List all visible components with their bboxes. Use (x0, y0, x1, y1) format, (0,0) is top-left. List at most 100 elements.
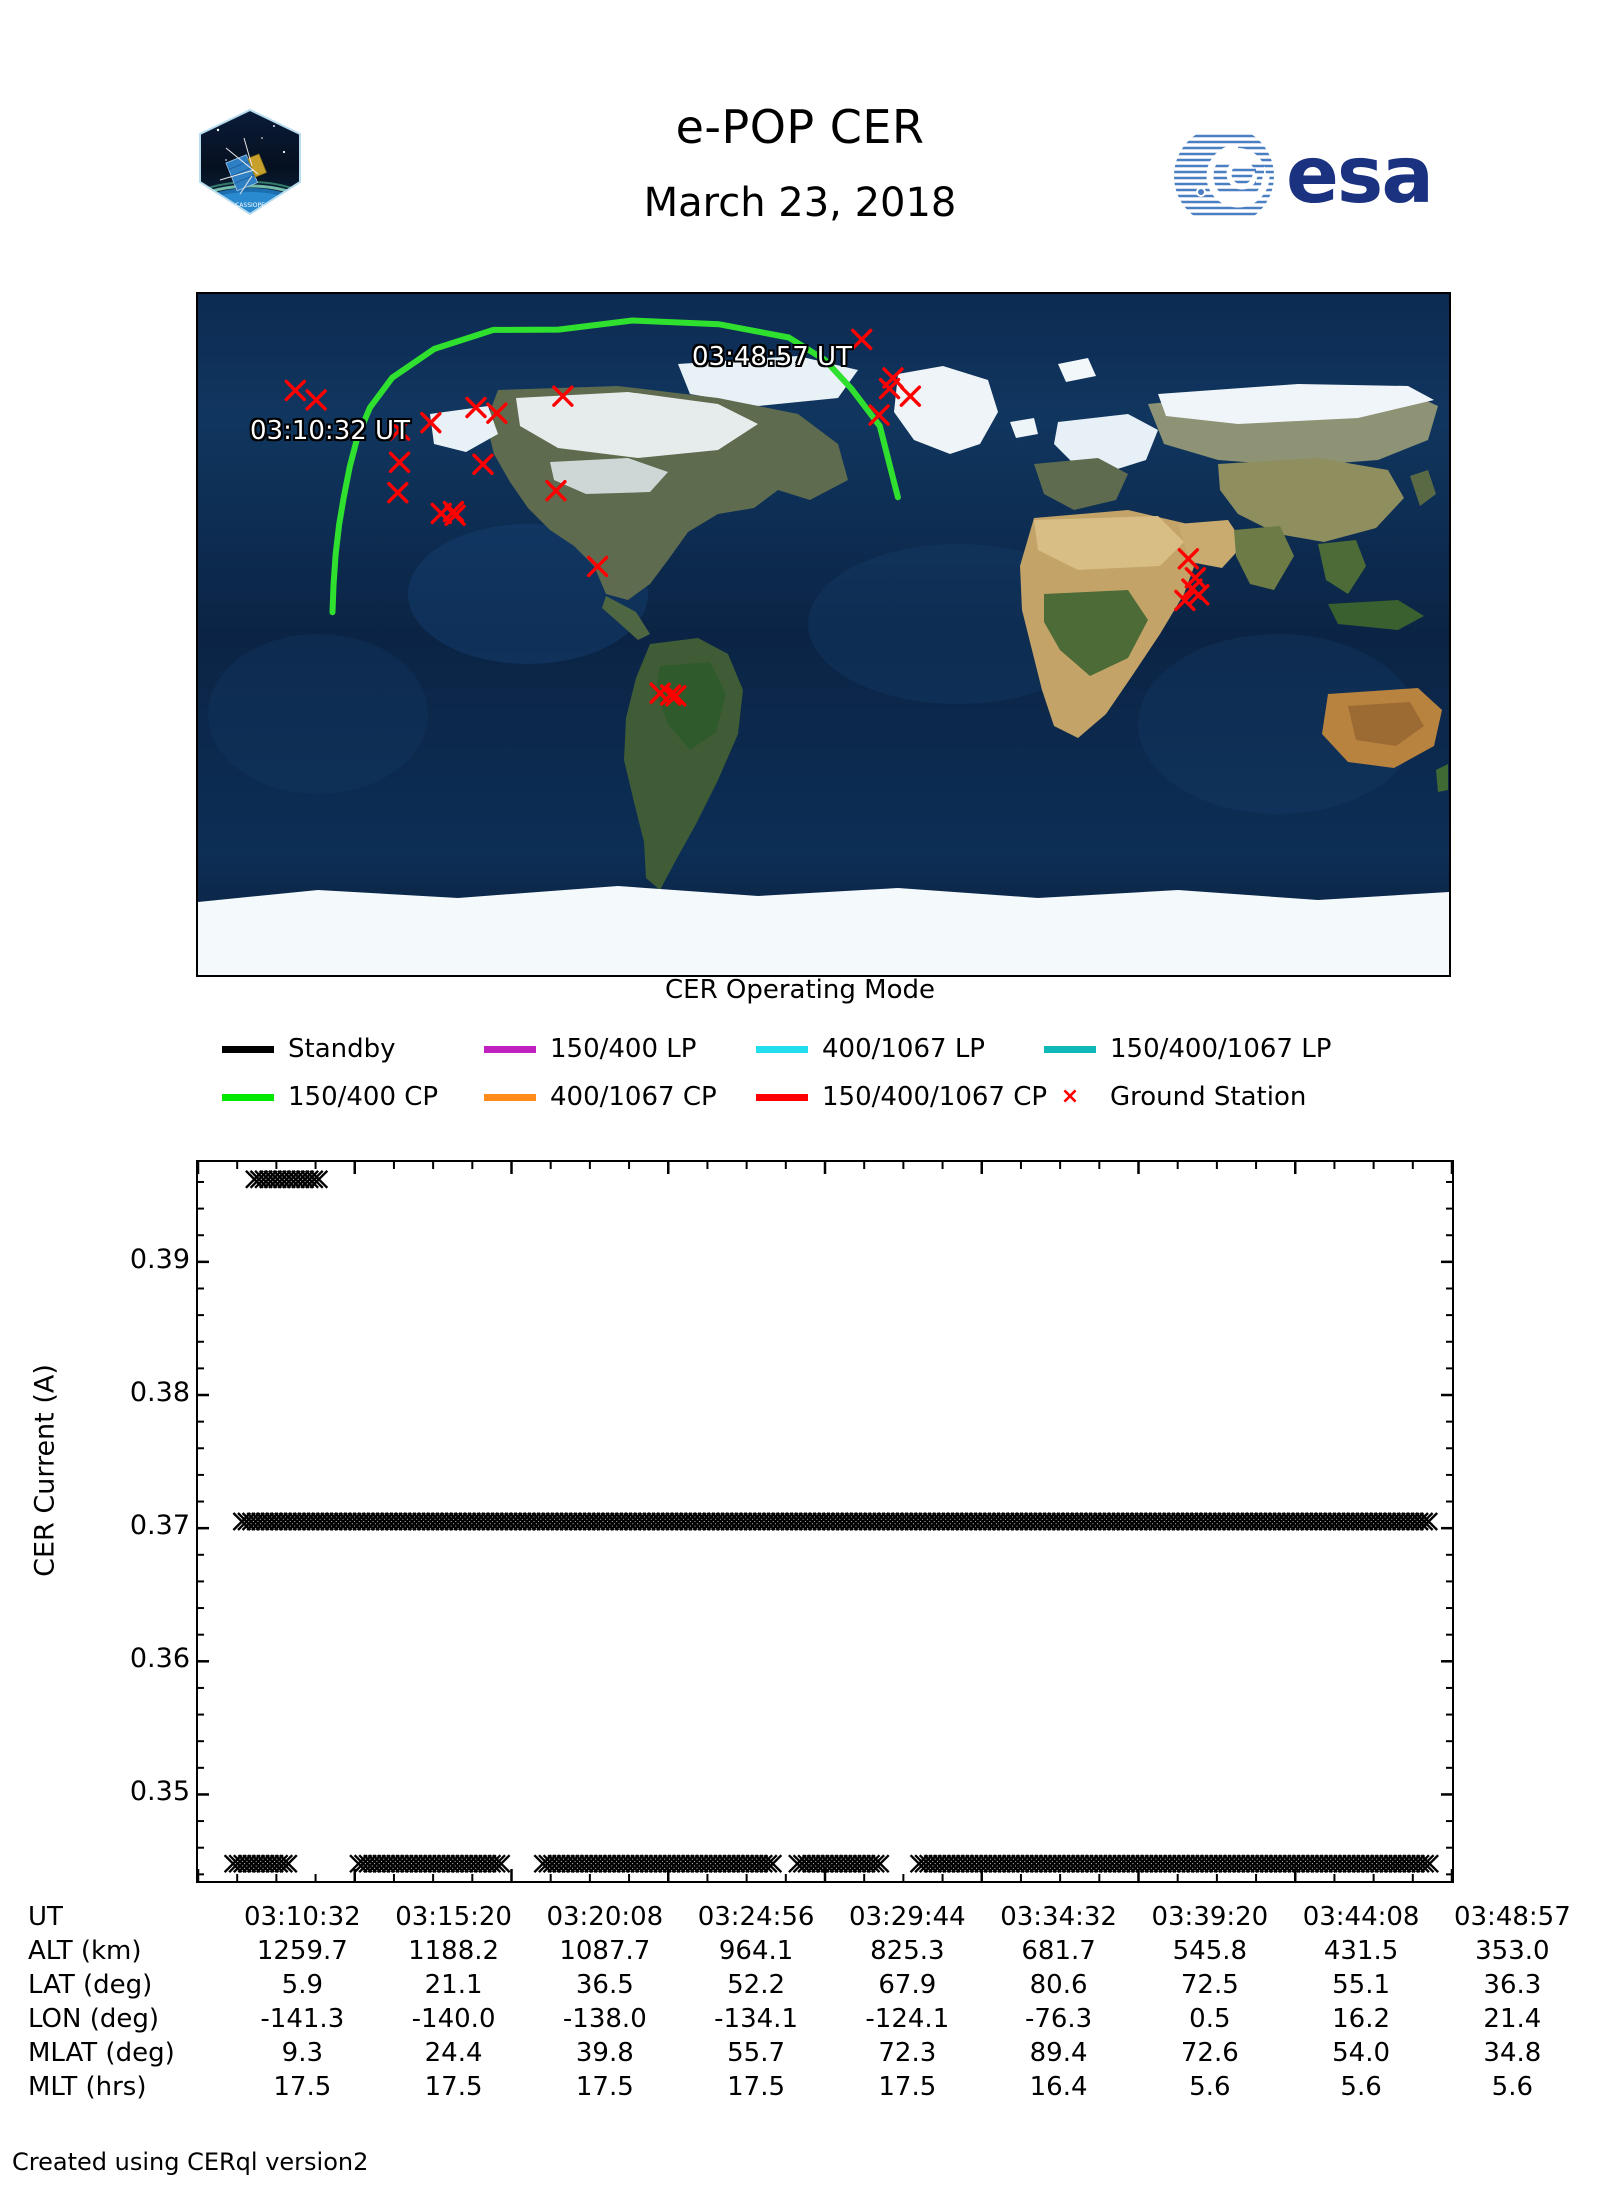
scatter-marker (241, 1512, 261, 1531)
scatter-marker (300, 1169, 319, 1189)
scatter-marker (950, 1512, 969, 1531)
cer-current-plot[interactable] (196, 1160, 1454, 1883)
scatter-marker (246, 1512, 266, 1531)
legend-title: CER Operating Mode (664, 975, 935, 1005)
table-row: UT 03:10:32 03:15:20 03:20:08 03:24:56 03:29:… (28, 1900, 1588, 1934)
ground-station-marker (545, 480, 567, 502)
scatter-marker (747, 1512, 767, 1531)
table-row-label: LAT (deg) (28, 1970, 153, 2000)
scatter-marker (228, 1854, 248, 1874)
scatter-marker (694, 1854, 714, 1874)
table-cell: 36.5 (575, 1970, 634, 2000)
legend-label-150-400-1067-cp: 150/400/1067 CP (822, 1082, 1048, 1112)
scatter-marker (1351, 1854, 1370, 1874)
scatter-marker (1222, 1854, 1242, 1874)
scatter-marker (941, 1854, 961, 1874)
scatter-marker (1051, 1512, 1071, 1531)
scatter-marker (991, 1512, 1011, 1531)
scatter-marker (1152, 1512, 1172, 1531)
scatter-marker (779, 1512, 799, 1531)
scatter-marker (395, 1854, 414, 1874)
scatter-marker (1193, 1512, 1213, 1531)
scatter-marker (356, 1512, 376, 1531)
scatter-marker (1374, 1854, 1393, 1874)
page-subtitle-date: March 23, 2018 (643, 180, 957, 226)
scatter-marker (770, 1512, 790, 1531)
scatter-marker (857, 1854, 876, 1874)
scatter-marker (977, 1512, 997, 1531)
scatter-marker (954, 1512, 974, 1531)
scatter-marker (639, 1854, 658, 1874)
scatter-marker (582, 1512, 601, 1531)
legend-item-standby[interactable]: Standby (222, 1028, 396, 1070)
ground-station-marker (868, 404, 890, 426)
scatter-marker (997, 1854, 1016, 1874)
scatter-marker (1226, 1512, 1245, 1531)
scatter-marker (255, 1854, 275, 1874)
ground-station-marker (472, 453, 494, 475)
scatter-marker (1249, 1512, 1268, 1531)
legend-item-400-1067-lp[interactable]: 400/1067 LP (756, 1028, 985, 1070)
scatter-marker (1263, 1854, 1283, 1874)
scatter-marker (1083, 1512, 1103, 1531)
scatter-marker (1405, 1512, 1425, 1531)
ground-station-marker (284, 379, 307, 402)
scatter-marker (1074, 1512, 1094, 1531)
ground-station-marker (444, 504, 466, 527)
scatter-marker (969, 1854, 989, 1874)
ground-track-map[interactable]: 03:10:32 UT 03:48:57 UT (196, 292, 1451, 977)
table-cell: 80.6 (1029, 1970, 1088, 2000)
scatter-marker (591, 1512, 611, 1531)
scatter-marker (605, 1512, 624, 1531)
scatter-marker (761, 1512, 781, 1531)
legend-item-400-1067-cp[interactable]: 400/1067 CP (484, 1076, 717, 1118)
scatter-marker (1143, 1512, 1163, 1531)
scatter-marker (1029, 1854, 1048, 1874)
scatter-marker (517, 1512, 537, 1531)
legend-label-150-400-1067-lp: 150/400/1067 LP (1110, 1034, 1332, 1064)
legend-item-ground-station[interactable]: × Ground Station (1044, 1076, 1307, 1118)
scatter-marker (1189, 1512, 1209, 1531)
scatter-marker (973, 1512, 992, 1531)
legend-item-150-400-1067-cp[interactable]: 150/400/1067 CP (756, 1076, 1047, 1118)
legend-item-150-400-cp[interactable]: 150/400 CP (222, 1076, 438, 1118)
scatter-marker (775, 1512, 795, 1531)
scatter-marker (273, 1512, 293, 1531)
scatter-marker (1066, 1854, 1085, 1874)
scatter-marker (733, 1512, 753, 1531)
table-cell: 36.3 (1483, 1970, 1542, 2000)
legend: Standby 150/400 LP 400/1067 LP 150/400/1… (196, 1028, 1456, 1118)
scatter-marker (232, 1512, 252, 1531)
scatter-marker (662, 1854, 681, 1874)
scatter-marker (306, 1512, 325, 1531)
scatter-marker (1052, 1854, 1071, 1874)
scatter-marker (545, 1512, 565, 1531)
legend-item-150-400-1067-lp[interactable]: 150/400/1067 LP (1044, 1028, 1331, 1070)
scatter-marker (547, 1854, 566, 1874)
legend-item-150-400-lp[interactable]: 150/400 LP (484, 1028, 696, 1070)
scatter-marker (738, 1512, 758, 1531)
scatter-marker (839, 1512, 859, 1531)
scatter-marker (1097, 1512, 1117, 1531)
legend-label-ground-station: Ground Station (1110, 1082, 1307, 1112)
scatter-markers (223, 1169, 1439, 1874)
scatter-marker (1047, 1854, 1067, 1874)
scatter-marker (692, 1512, 712, 1531)
scatter-marker (806, 1854, 826, 1874)
scatter-marker (1023, 1512, 1043, 1531)
table-cell: 03:48:57 (1453, 1902, 1571, 1932)
page-title: e-POP CER (675, 100, 925, 154)
scatter-marker (421, 1512, 440, 1531)
scatter-marker (1166, 1512, 1186, 1531)
scatter-marker (468, 1854, 488, 1874)
scatter-marker (1420, 1854, 1439, 1874)
scatter-marker (462, 1512, 482, 1531)
table-row-label: LON (deg) (28, 2004, 160, 2034)
scatter-marker (899, 1512, 919, 1531)
scatter-marker (1272, 1512, 1291, 1531)
scatter-marker (609, 1512, 629, 1531)
scatter-marker (1089, 1854, 1108, 1874)
scatter-marker (1139, 1854, 1159, 1874)
scatter-marker (296, 1512, 316, 1531)
legend-swatch-150-400-1067-cp (756, 1093, 808, 1101)
